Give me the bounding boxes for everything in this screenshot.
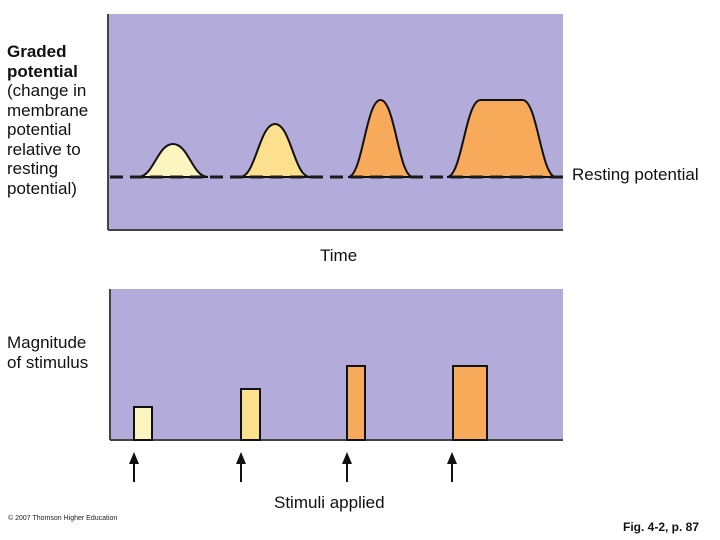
graded-potential-wave-4 [446,99,557,178]
graded-potential-waves [137,98,557,178]
ylabel-desc-line: potential [7,120,72,139]
graded-potential-wave-3 [347,98,414,178]
stimulus-arrows [129,452,457,482]
ylabel-title-line: Graded [7,42,67,61]
ylabel-line: of stimulus [7,353,89,372]
stimulus-arrow [342,452,352,482]
stimulus-arrow [447,452,457,482]
stimulus-arrow [236,452,246,482]
graded-potential-axis-label: Graded potential (change in membrane pot… [7,42,112,198]
graded-potential-wave-2 [239,122,311,178]
stimulus-arrow [129,452,139,482]
ylabel-desc-line: (change in [7,81,87,100]
resting-potential-label: Resting potential [572,165,699,184]
stimulus-bar-stim-2 [240,388,261,441]
stimulus-bar-stim-4 [452,365,488,441]
copyright-text: © 2007 Thomson Higher Education [8,515,118,522]
stimulus-magnitude-axis-label: Magnitude of stimulus [7,333,112,373]
time-axis-label: Time [320,246,358,265]
ylabel-desc-line: potential) [7,178,77,198]
stimulus-bar-stim-1 [133,406,153,441]
graded-potential-wave-1 [137,142,209,178]
ylabel-desc-line: resting [7,159,59,178]
figure-reference: Fig. 4-2, p. 87 [623,520,700,534]
ylabel-desc-line: membrane [7,100,89,120]
stimulus-bar-stim-3 [346,365,366,441]
ylabel-desc-line: relative to [7,139,81,159]
stimulus-panel [110,289,563,440]
ylabel-line: Magnitude [7,333,87,352]
stimuli-applied-label: Stimuli applied [274,493,385,512]
ylabel-title-line: potential [7,61,78,81]
stimulus-bars [133,365,488,441]
